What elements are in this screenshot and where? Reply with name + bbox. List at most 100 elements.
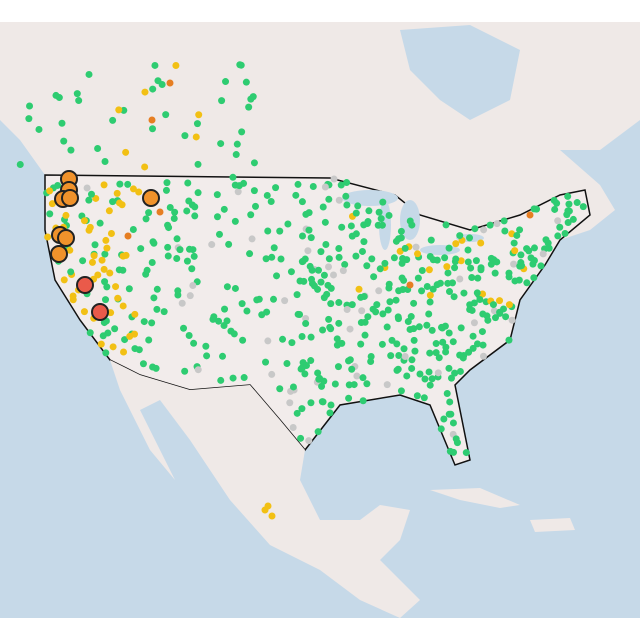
station-dot <box>401 244 409 252</box>
station-dot <box>421 375 429 383</box>
station-dot <box>456 367 464 375</box>
station-dot <box>90 252 98 260</box>
station-dot <box>231 284 239 292</box>
station-dot <box>317 278 325 286</box>
station-dot <box>298 405 306 413</box>
station-dot <box>318 382 326 390</box>
station-dot <box>379 198 387 206</box>
station-dot <box>250 159 258 167</box>
station-dot <box>232 151 240 159</box>
station-dot <box>120 348 128 356</box>
station-dot <box>447 374 455 382</box>
station-dot <box>35 125 43 133</box>
station-dot <box>445 410 453 418</box>
station-dot <box>178 299 186 307</box>
station-dot <box>325 255 333 263</box>
station-dot <box>352 209 360 217</box>
station-dot <box>99 332 107 340</box>
station-dot <box>399 286 407 294</box>
station-dot <box>180 324 188 332</box>
station-dot <box>234 188 242 196</box>
station-dot <box>118 201 126 209</box>
station-dot <box>423 321 431 329</box>
station-dot <box>564 219 572 227</box>
station-dot <box>545 244 553 252</box>
station-dot <box>190 252 198 260</box>
station-dot <box>181 367 189 375</box>
station-dot <box>556 223 564 231</box>
station-dot <box>193 120 201 128</box>
station-dot <box>400 276 408 284</box>
station-dot <box>456 275 464 283</box>
station-dot <box>393 340 401 348</box>
station-dot <box>270 295 278 303</box>
station-dot <box>327 300 335 308</box>
station-dot <box>219 352 227 360</box>
station-dot <box>459 354 467 362</box>
station-dot <box>46 210 54 218</box>
station-dot <box>406 281 414 289</box>
station-dot <box>579 203 587 211</box>
station-dot <box>357 340 365 348</box>
station-dot <box>80 217 88 225</box>
station-dot <box>67 146 75 154</box>
station-dot <box>476 295 484 303</box>
station-dot <box>445 244 453 252</box>
station-dot <box>239 336 247 344</box>
cuba <box>430 488 520 508</box>
station-dot <box>525 247 533 255</box>
station-dot <box>469 344 477 352</box>
station-dot <box>373 301 381 309</box>
station-dot <box>243 307 251 315</box>
station-dot <box>510 239 518 247</box>
station-dot <box>493 220 501 228</box>
station-dot <box>149 125 157 133</box>
station-dot <box>150 294 158 302</box>
station-dot <box>478 328 486 336</box>
station-dot <box>490 307 498 315</box>
station-dot <box>217 376 225 384</box>
station-dot <box>442 221 450 229</box>
station-dot <box>194 189 202 197</box>
station-dot <box>58 119 66 127</box>
station-dot <box>79 257 87 265</box>
station-dot <box>358 247 366 255</box>
station-dot <box>307 357 315 365</box>
station-dot <box>153 285 161 293</box>
station-dot <box>149 85 157 93</box>
station-dot <box>335 299 343 307</box>
station-dot <box>91 241 99 249</box>
station-dot <box>220 205 228 213</box>
hispaniola <box>530 518 575 532</box>
station-dot <box>192 133 200 141</box>
station-dot <box>101 278 109 286</box>
station-dot <box>384 306 392 314</box>
station-dot <box>255 295 263 303</box>
station-dot <box>273 272 281 280</box>
station-dot <box>457 324 465 332</box>
station-dot <box>322 240 330 248</box>
station-dot <box>264 227 272 235</box>
station-dot <box>468 273 476 281</box>
station-dot <box>358 307 366 315</box>
station-dot <box>227 327 235 335</box>
station-dot <box>355 285 363 293</box>
station-dot <box>542 236 550 244</box>
station-dot <box>491 269 499 277</box>
station-dot <box>131 345 139 353</box>
station-dot <box>189 281 197 289</box>
station-dot <box>418 266 426 274</box>
station-dot <box>377 215 385 223</box>
station-dot <box>248 235 256 243</box>
station-dot <box>439 338 447 346</box>
station-dot <box>148 258 156 266</box>
station-dot <box>240 374 248 382</box>
station-dot <box>376 265 384 273</box>
station-dot <box>120 106 128 114</box>
station-dot <box>505 269 513 277</box>
station-dot <box>250 187 258 195</box>
station-dot <box>449 338 457 346</box>
station-dot <box>73 90 81 98</box>
station-dot <box>194 160 202 168</box>
station-dot <box>370 273 378 281</box>
